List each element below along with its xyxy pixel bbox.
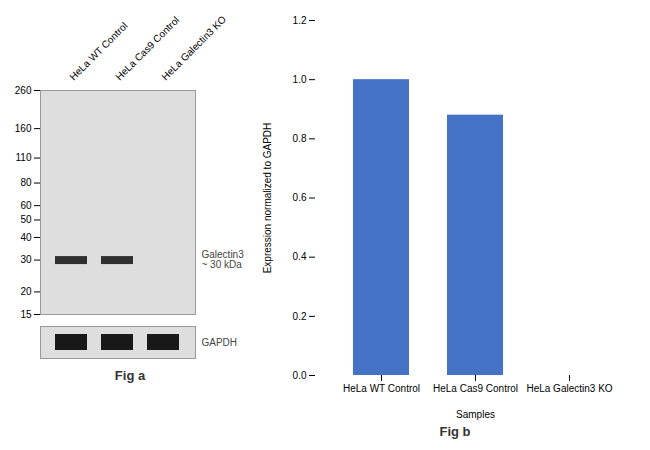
svg-text:260: 260 xyxy=(15,85,32,96)
html-text:Fig b: Fig b xyxy=(439,424,471,439)
svg-text:GAPDH: GAPDH xyxy=(202,337,238,348)
html-text:Fig a: Fig a xyxy=(114,368,146,383)
svg-text:HeLa WT Control: HeLa WT Control xyxy=(67,20,130,83)
svg-text:HeLa Galectin3 KO: HeLa Galectin3 KO xyxy=(526,383,612,394)
svg-text:1.2: 1.2 xyxy=(293,15,307,26)
svg-text:Samples: Samples xyxy=(456,409,495,420)
svg-text:15: 15 xyxy=(20,309,32,320)
svg-text:30: 30 xyxy=(20,254,32,265)
svg-text:110: 110 xyxy=(16,152,32,163)
svg-text:1.0: 1.0 xyxy=(293,74,307,85)
svg-text:80: 80 xyxy=(20,177,32,188)
svg-text:0.6: 0.6 xyxy=(293,192,307,203)
svg-text:160: 160 xyxy=(15,123,32,134)
svg-text:0.0: 0.0 xyxy=(293,370,307,381)
svg-text:60: 60 xyxy=(20,200,32,211)
svg-text:HeLa Cas9 Control: HeLa Cas9 Control xyxy=(113,14,182,83)
svg-text:Galectin3~ 30 kDa: Galectin3~ 30 kDa xyxy=(202,249,245,270)
svg-text:40: 40 xyxy=(20,232,32,243)
svg-text:50: 50 xyxy=(20,214,32,225)
svg-text:0.8: 0.8 xyxy=(293,133,307,144)
svg-text:Expression normalized to GAPDH: Expression normalized to GAPDH xyxy=(262,123,273,274)
svg-text:20: 20 xyxy=(20,286,32,297)
svg-text:0.4: 0.4 xyxy=(293,251,307,262)
svg-text:HeLa Galectin3 KO: HeLa Galectin3 KO xyxy=(159,13,228,82)
svg-text:0.2: 0.2 xyxy=(293,311,307,322)
svg-text:HeLa Cas9 Control: HeLa Cas9 Control xyxy=(433,383,518,394)
svg-text:HeLa WT Control: HeLa WT Control xyxy=(343,383,420,394)
